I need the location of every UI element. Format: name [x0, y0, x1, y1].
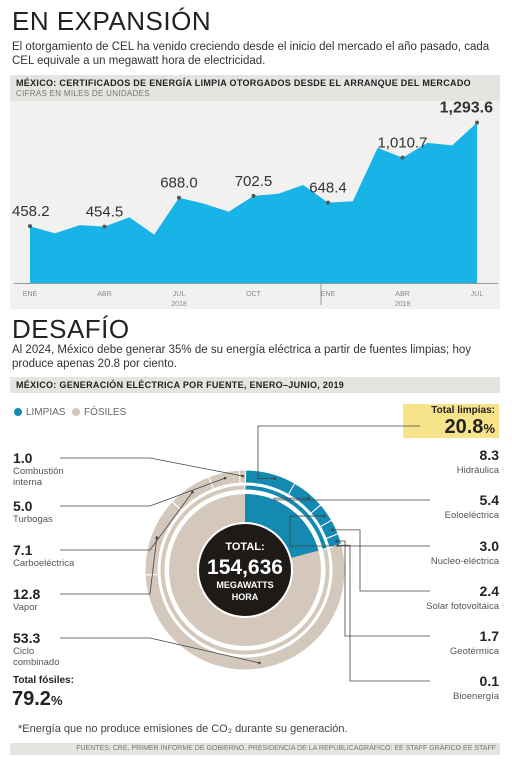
x-tick-label: OCT — [246, 291, 262, 298]
x-tick-label: JUL — [173, 291, 186, 298]
clean-value: 8.3 — [479, 447, 499, 463]
clean-label: Nucleo-eléctrica — [430, 556, 499, 567]
total-clean-value: 20.8% — [444, 416, 496, 438]
clean-value: 2.4 — [479, 583, 499, 599]
leader-line-fossil — [60, 477, 226, 507]
leader-dot-clean — [323, 514, 326, 518]
inner-slice-fossil — [159, 484, 331, 656]
clean-value: 3.0 — [479, 538, 499, 554]
leader-line-clean — [336, 540, 430, 637]
center-text-1: TOTAL: — [225, 541, 264, 553]
section1-title: EN EXPANSIÓN — [12, 6, 212, 36]
leader-line-fossil — [60, 537, 158, 595]
leader-dot-fossil — [223, 476, 227, 480]
fossil-label: Combustión interna — [13, 466, 64, 488]
leader-line-fossil — [60, 491, 193, 551]
section1-lead: El otorgamiento de CEL ha venido crecien… — [12, 41, 490, 67]
leader-dot-clean — [336, 544, 340, 547]
clean-label: Solar fotovoltáica — [426, 601, 499, 612]
data-label: 454.5 — [86, 204, 124, 221]
leader-dot-fossil — [191, 490, 194, 494]
fossil-label: Turbogas — [13, 514, 53, 525]
fossil-value: 1.0 — [13, 450, 33, 466]
area-chart-subtitle: CIFRAS EN MILES DE UNIDADES — [16, 89, 150, 98]
fossil-value: 5.0 — [13, 498, 33, 514]
leader-dot-clean — [335, 539, 338, 543]
leader-line-clean — [273, 497, 430, 501]
year-label: 2018 — [171, 301, 187, 308]
fossil-value: 53.3 — [13, 630, 41, 646]
data-point — [400, 155, 405, 160]
data-point — [475, 120, 479, 125]
center-text-4: HORA — [232, 592, 259, 602]
data-label: 648.4 — [309, 180, 347, 197]
area-chart-title: MÉXICO: CERTIFICADOS DE ENERGÍA LIMPIA O… — [16, 78, 471, 88]
source-line: FUENTES: CRE, PRIMER INFORME DE GOBIERNO… — [10, 743, 500, 755]
leader-line-fossil — [60, 637, 260, 664]
x-tick-label: ENE — [23, 291, 38, 298]
fossil-value: 7.1 — [13, 542, 33, 558]
clean-value: 1.7 — [479, 628, 499, 644]
clean-value: 5.4 — [479, 492, 499, 508]
leader-dot-fossil — [155, 536, 159, 539]
clean-label: Eoloeléctrica — [444, 510, 499, 521]
data-point — [177, 195, 181, 200]
x-tick-label: ABR — [395, 291, 409, 298]
data-point — [28, 224, 32, 229]
fossil-label: Carboeléctrica — [13, 558, 75, 569]
clean-label: Bioenergía — [453, 691, 499, 702]
data-label: 1,010.7 — [377, 135, 427, 152]
legend-clean: LIMPIAS — [14, 407, 65, 418]
leader-line-clean — [257, 425, 420, 480]
data-label: 458.2 — [12, 203, 50, 220]
total-clean-label: Total limpias: — [431, 405, 495, 416]
x-tick-label: ABR — [97, 291, 111, 298]
leader-dot-clean — [330, 528, 334, 532]
donut-chart-header: MÉXICO: GENERACIÓN ELÉCTRICA POR FUENTE,… — [10, 377, 500, 393]
legend-fossil-label: FÓSILES — [84, 407, 127, 418]
leader-line-fossil — [60, 457, 243, 477]
clean-label: Geotérmica — [449, 646, 499, 657]
clean-value: 0.1 — [479, 673, 499, 689]
footnote: *Energía que no produce emisiones de CO₂… — [18, 723, 348, 735]
center-text-3: MEGAWATTS — [216, 580, 273, 590]
total-fossil-value: 79.2% — [12, 688, 63, 710]
year-label: 2019 — [395, 301, 411, 308]
x-tick-label: JUL — [471, 291, 484, 298]
area-series — [30, 122, 477, 283]
donut-center — [197, 522, 293, 618]
data-label: 1,293.6 — [440, 100, 493, 117]
data-point — [251, 193, 256, 198]
total-fossil-label: Total fósiles: — [13, 675, 74, 686]
total-clean-box: Total limpias: 20.8% — [403, 404, 499, 438]
leader-dot-fossil — [241, 474, 244, 478]
leader-line-clean — [337, 544, 430, 682]
donut-chart-title: MÉXICO: GENERACIÓN ELÉCTRICA POR FUENTE,… — [16, 380, 345, 390]
x-tick-label: ENE — [321, 291, 336, 298]
fossil-value: 12.8 — [13, 586, 41, 602]
leader-dot-clean — [307, 496, 310, 500]
leader-dot-fossil — [258, 661, 261, 665]
legend-fossil-swatch — [72, 408, 80, 417]
clean-label: Hidráulica — [456, 465, 499, 476]
fossil-label: Ciclo combinado — [13, 646, 60, 668]
area-chart-header: MÉXICO: CERTIFICADOS DE ENERGÍA LIMPIA O… — [10, 75, 500, 101]
legend-fossil: FÓSILES — [72, 407, 126, 418]
data-label: 702.5 — [235, 173, 273, 190]
area-chart: ENE ABR JUL OCT ENE ABR JUL 2018 2019 458.2 454.5 6… — [12, 100, 498, 308]
legend-clean-label: LIMPIAS — [26, 407, 66, 418]
leader-line-clean — [332, 529, 430, 592]
fossil-label: Vapor — [13, 602, 38, 613]
data-point — [102, 224, 107, 229]
section2-title: DESAFÍO — [12, 314, 130, 344]
data-label: 688.0 — [160, 175, 198, 192]
legend-clean-swatch — [14, 408, 22, 417]
section2-lead: Al 2024, México debe generar 35% de su e… — [12, 344, 471, 370]
center-text-2: 154,636 — [207, 556, 283, 579]
data-point — [326, 200, 330, 205]
leader-dot-clean — [273, 477, 276, 480]
